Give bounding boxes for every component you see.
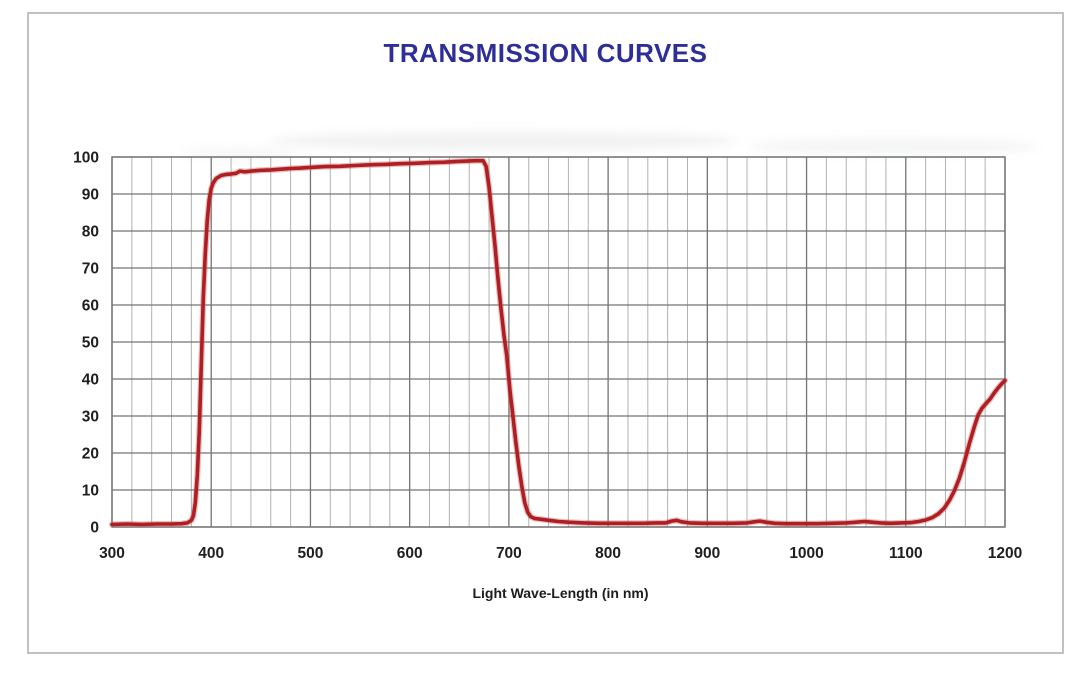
y-tick-label: 0 xyxy=(90,520,99,537)
x-tick-label: 1100 xyxy=(889,545,923,562)
x-tick-label: 600 xyxy=(397,545,423,562)
x-tick-label: 300 xyxy=(99,545,125,562)
y-tick-label: 70 xyxy=(82,261,99,278)
y-tick-label: 50 xyxy=(82,335,99,352)
chart-panel: TRANSMISSION CURVES Light Wave-Length (i… xyxy=(27,12,1064,654)
x-tick-labels: 300 400 500 600 700 800 900 1000 1100 1200 xyxy=(99,545,1022,562)
transmission-curve xyxy=(110,158,1007,527)
chart-title: TRANSMISSION CURVES xyxy=(383,38,708,68)
x-tick-label: 1000 xyxy=(789,545,823,562)
scan-smudge xyxy=(179,149,299,159)
y-tick-label: 30 xyxy=(82,409,99,426)
y-tick-label: 90 xyxy=(82,187,99,204)
y-tick-label: 10 xyxy=(82,483,99,500)
y-tick-label: 20 xyxy=(82,446,99,463)
y-tick-label: 80 xyxy=(82,224,99,241)
x-tick-label: 700 xyxy=(496,545,522,562)
x-tick-label: 500 xyxy=(298,545,324,562)
x-tick-label: 1200 xyxy=(988,545,1022,562)
scan-smudge xyxy=(269,132,739,150)
x-tick-label: 900 xyxy=(694,545,720,562)
x-tick-label: 400 xyxy=(198,545,224,562)
y-tick-labels: 0 10 20 30 40 50 60 70 80 90 100 xyxy=(73,150,99,537)
grid xyxy=(111,156,1006,528)
scan-smudge xyxy=(749,139,1039,154)
y-tick-label: 100 xyxy=(73,150,99,167)
y-tick-label: 40 xyxy=(82,372,99,389)
x-axis-title: Light Wave-Length (in nm) xyxy=(472,585,649,601)
y-tick-label: 60 xyxy=(82,298,99,315)
x-tick-label: 800 xyxy=(595,545,621,562)
